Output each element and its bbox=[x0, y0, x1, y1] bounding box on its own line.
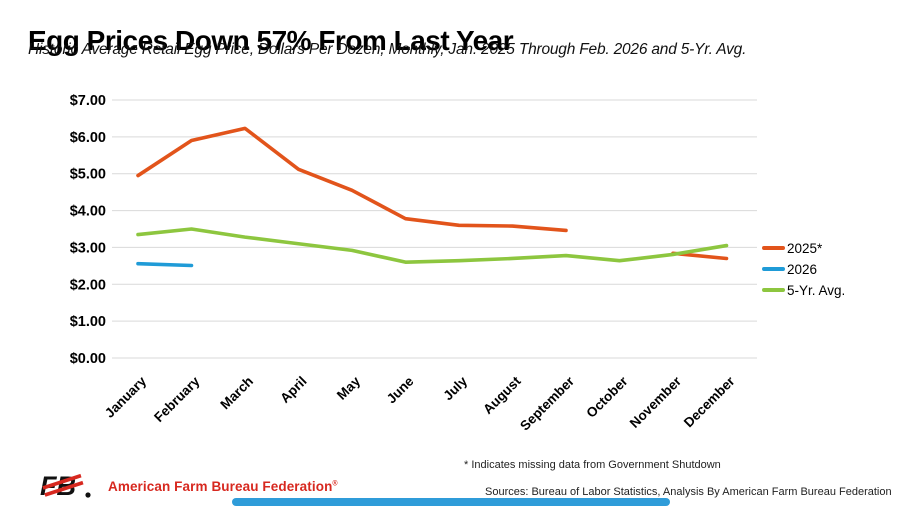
registered-mark: ® bbox=[332, 480, 338, 487]
legend-line-swatch-2026 bbox=[762, 267, 785, 271]
x-axis-label: November bbox=[627, 373, 685, 431]
y-axis-tick-label: $3.00 bbox=[70, 240, 106, 256]
x-axis-label: June bbox=[384, 373, 417, 406]
legend-line-swatch-2025 bbox=[762, 246, 785, 250]
y-axis-tick-label: $0.00 bbox=[70, 351, 106, 367]
missing-data-footnote: * Indicates missing data from Government… bbox=[464, 459, 721, 471]
afbf-logo-text: American Farm Bureau Federation® bbox=[108, 478, 338, 494]
x-axis-label: October bbox=[583, 373, 631, 421]
series-line-2026 bbox=[136, 261, 194, 268]
x-axis-label: September bbox=[517, 373, 577, 433]
sources-note: Sources: Bureau of Labor Statistics, Ana… bbox=[485, 486, 892, 498]
y-axis-tick-label: $6.00 bbox=[70, 130, 106, 146]
y-axis-tick-label: $7.00 bbox=[70, 93, 106, 109]
x-axis-label: February bbox=[151, 373, 203, 425]
legend: 2025* 2026 5-Yr. Avg. bbox=[762, 241, 845, 304]
y-axis-tick-label: $4.00 bbox=[70, 204, 106, 220]
legend-label-5yr-avg: 5-Yr. Avg. bbox=[787, 282, 846, 298]
legend-label-2025: 2025* bbox=[787, 240, 823, 256]
legend-item-2025: 2025* bbox=[762, 240, 845, 256]
x-axis-label: May bbox=[334, 373, 364, 403]
legend-line-swatch-5yr-avg bbox=[762, 288, 785, 292]
series-line-5-yr-avg- bbox=[136, 227, 729, 264]
x-axis-label: April bbox=[277, 374, 309, 406]
chart-subtitle: Historic Average Retail Egg Price, Dolla… bbox=[28, 41, 747, 58]
afbf-fb-logo-icon: FB bbox=[40, 473, 91, 499]
horizontal-scrollbar-thumb[interactable] bbox=[232, 498, 670, 506]
x-axis-label: August bbox=[480, 373, 524, 417]
legend-item-5yr-avg: 5-Yr. Avg. bbox=[762, 282, 846, 298]
x-axis-label: July bbox=[440, 373, 470, 403]
page-title: Egg Prices Down 57% From Last Year bbox=[28, 24, 514, 56]
series-line-2025- bbox=[136, 126, 568, 233]
legend-label-2026: 2026 bbox=[787, 261, 818, 277]
legend-item-2026: 2026 bbox=[762, 261, 845, 277]
afbf-logo: FB American Farm Bureau Federation® bbox=[40, 473, 338, 499]
y-axis-tick-label: $5.00 bbox=[70, 167, 106, 183]
x-axis-label: January bbox=[102, 373, 150, 421]
x-axis-label: December bbox=[681, 373, 738, 430]
y-axis-tick-label: $1.00 bbox=[70, 314, 106, 330]
x-axis-label: March bbox=[217, 374, 256, 413]
y-axis-tick-label: $2.00 bbox=[70, 277, 106, 293]
